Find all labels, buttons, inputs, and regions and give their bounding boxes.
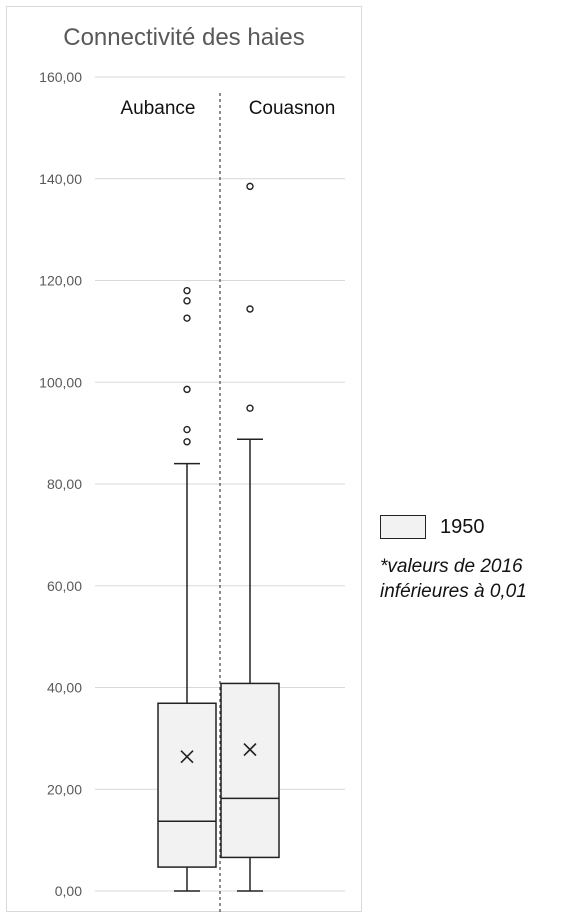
legend: 1950 *valeurs de 2016 inférieures à 0,01 <box>380 515 565 604</box>
box-aubance <box>157 286 217 892</box>
outlier-point <box>183 297 191 305</box>
outlier-point <box>246 305 254 313</box>
y-tick-label: 60,00 <box>47 578 82 594</box>
chart-frame <box>6 6 362 912</box>
group-label-couasnon: Couasnon <box>249 98 336 119</box>
group-labels: Aubance Couasnon <box>120 98 335 119</box>
y-tick-label: 140,00 <box>39 171 82 187</box>
iqr-box <box>157 702 217 868</box>
legend-swatch <box>380 515 426 539</box>
iqr-box <box>220 682 280 859</box>
y-tick-label: 0,00 <box>55 883 82 899</box>
box-series-1950 <box>157 182 280 892</box>
y-tick-label: 20,00 <box>47 781 82 797</box>
y-tick-label: 100,00 <box>39 374 82 390</box>
group-label-aubance: Aubance <box>120 98 195 119</box>
outlier-point <box>183 438 191 446</box>
outlier-point <box>183 385 191 394</box>
y-tick-label: 80,00 <box>47 476 82 492</box>
y-tick-label: 40,00 <box>47 680 82 696</box>
chart-title: Connectivité des haies <box>63 24 305 51</box>
mean-marker <box>180 750 194 764</box>
box-couasnon <box>220 182 280 892</box>
y-tick-label: 120,00 <box>39 273 82 289</box>
legend-label: 1950 <box>440 515 485 538</box>
mean-marker <box>243 743 257 757</box>
legend-entry-1950: 1950 <box>380 515 565 539</box>
outlier-point <box>246 182 254 191</box>
outlier-point <box>246 404 254 412</box>
footnote: *valeurs de 2016 inférieures à 0,01 <box>380 556 527 602</box>
outlier-point <box>183 286 191 295</box>
outlier-point <box>183 314 191 322</box>
y-axis: 0,00 20,00 40,00 60,00 80,00 100,00 120,00 140,… <box>39 69 82 899</box>
outlier-point <box>183 425 191 434</box>
y-tick-label: 160,00 <box>39 69 82 85</box>
